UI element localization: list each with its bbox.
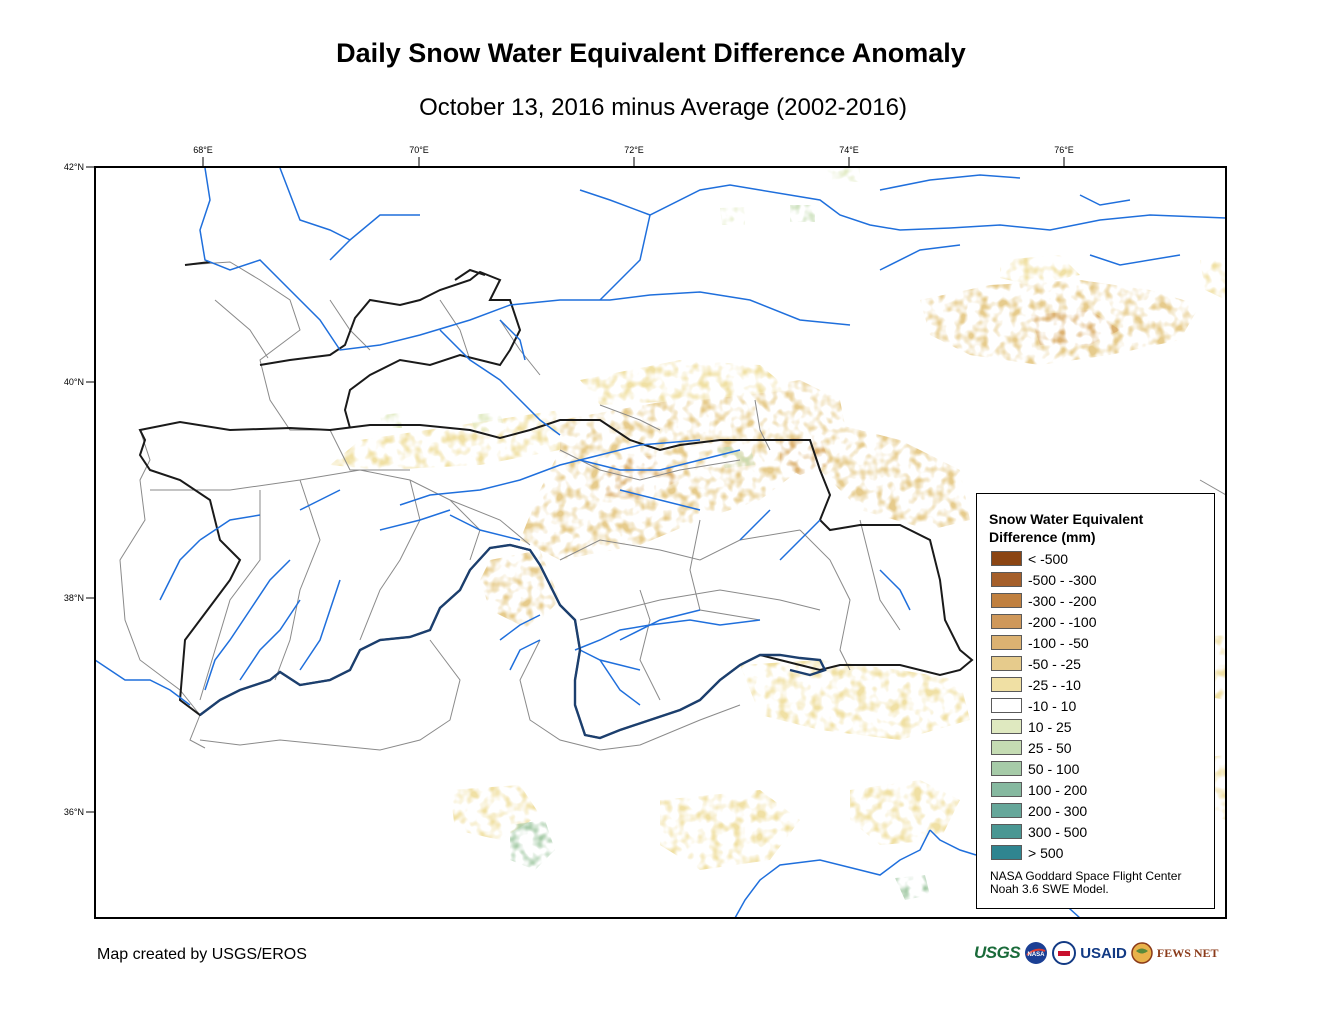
legend-item: -25 - -10	[991, 676, 1081, 693]
usaid-seal	[1052, 941, 1077, 965]
credit-line: NASA Goddard Space Flight Center	[990, 869, 1182, 883]
map-credit: Map created by USGS/EROS	[97, 946, 307, 963]
legend-swatch	[991, 803, 1022, 818]
legend: Snow Water Equivalent Difference (mm) < …	[976, 493, 1215, 909]
nasa-logo-text: NASA	[1028, 952, 1046, 958]
legend-swatch	[991, 572, 1022, 587]
legend-item: -10 - 10	[991, 697, 1076, 714]
legend-item: 100 - 200	[991, 781, 1087, 798]
legend-label: 25 - 50	[1028, 739, 1072, 756]
legend-label: -50 - -25	[1028, 655, 1081, 672]
map-frame	[94, 166, 1227, 919]
usaid-logo: USAID	[1080, 944, 1127, 962]
agency-logos: USGS NASA USAID FEWS NET	[974, 939, 1219, 967]
tick-labels: 68°E 70°E 72°E 74°E 76°E 42°N 40°N 38°N …	[64, 145, 1074, 817]
legend-swatch	[991, 614, 1022, 629]
legend-title-line: Difference (mm)	[989, 529, 1096, 545]
legend-item: < -500	[991, 550, 1068, 567]
legend-swatch	[991, 740, 1022, 755]
amu-darya-river	[199, 543, 827, 740]
nasa-logo: NASA	[1025, 942, 1048, 964]
legend-swatch	[991, 698, 1022, 713]
legend-credit: NASA Goddard Space Flight Center Noah 3.…	[990, 870, 1210, 896]
legend-item: 50 - 100	[991, 760, 1079, 777]
legend-item: -500 - -300	[991, 571, 1096, 588]
usgs-logo: USGS	[974, 943, 1021, 962]
legend-item: -100 - -50	[991, 634, 1089, 651]
map-subtitle: October 13, 2016 minus Average (2002-201…	[419, 94, 907, 121]
legend-swatch	[991, 761, 1022, 776]
lat-tick-label: 38°N	[64, 593, 84, 603]
legend-swatch	[991, 824, 1022, 839]
legend-swatch	[991, 677, 1022, 692]
lat-tick-label: 40°N	[64, 377, 84, 387]
lat-tick-label: 42°N	[64, 162, 84, 172]
provincial-borders	[119, 261, 1226, 751]
lon-tick-label: 74°E	[839, 145, 859, 155]
legend-label: -300 - -200	[1028, 592, 1097, 609]
credit-line: Noah 3.6 SWE Model.	[990, 882, 1109, 896]
legend-item: -300 - -200	[991, 592, 1096, 609]
legend-swatch	[991, 845, 1022, 860]
legend-label: > 500	[1028, 844, 1064, 861]
legend-label: -500 - -300	[1028, 571, 1097, 588]
graticule-ticks	[86, 157, 1065, 813]
lat-tick-label: 36°N	[64, 807, 84, 817]
legend-item: -50 - -25	[991, 655, 1081, 672]
legend-item: > 500	[991, 844, 1063, 861]
legend-label: -25 - -10	[1028, 676, 1081, 693]
lon-tick-label: 70°E	[409, 145, 429, 155]
legend-item: 25 - 50	[991, 739, 1072, 756]
fews-net-globe	[1131, 942, 1153, 964]
legend-label: 10 - 25	[1028, 718, 1072, 735]
swe-positive-patches	[380, 168, 930, 900]
legend-item: 10 - 25	[991, 718, 1072, 735]
legend-label: -200 - -100	[1028, 613, 1097, 630]
legend-label: 200 - 300	[1028, 802, 1088, 819]
lon-tick-label: 72°E	[624, 145, 644, 155]
legend-label: < -500	[1028, 550, 1069, 567]
lon-tick-label: 68°E	[193, 145, 213, 155]
legend-label: 300 - 500	[1028, 823, 1088, 840]
legend-label: 50 - 100	[1028, 760, 1080, 777]
legend-item: 300 - 500	[991, 823, 1087, 840]
legend-swatch	[991, 635, 1022, 650]
legend-swatch	[991, 782, 1022, 797]
legend-swatch	[991, 551, 1022, 566]
legend-label: 100 - 200	[1028, 781, 1088, 798]
legend-label: -100 - -50	[1028, 634, 1089, 651]
legend-item: 200 - 300	[991, 802, 1087, 819]
legend-label: -10 - 10	[1028, 697, 1077, 714]
legend-swatch	[991, 719, 1022, 734]
legend-title-line: Snow Water Equivalent	[989, 511, 1144, 527]
legend-item: -200 - -100	[991, 613, 1096, 630]
map-title: Daily Snow Water Equivalent Difference A…	[336, 38, 966, 68]
legend-swatch	[991, 656, 1022, 671]
legend-swatch	[991, 593, 1022, 608]
legend-title: Snow Water Equivalent Difference (mm)	[989, 510, 1199, 546]
lon-tick-label: 76°E	[1054, 145, 1074, 155]
fews-net-logo: FEWS NET	[1156, 945, 1219, 960]
